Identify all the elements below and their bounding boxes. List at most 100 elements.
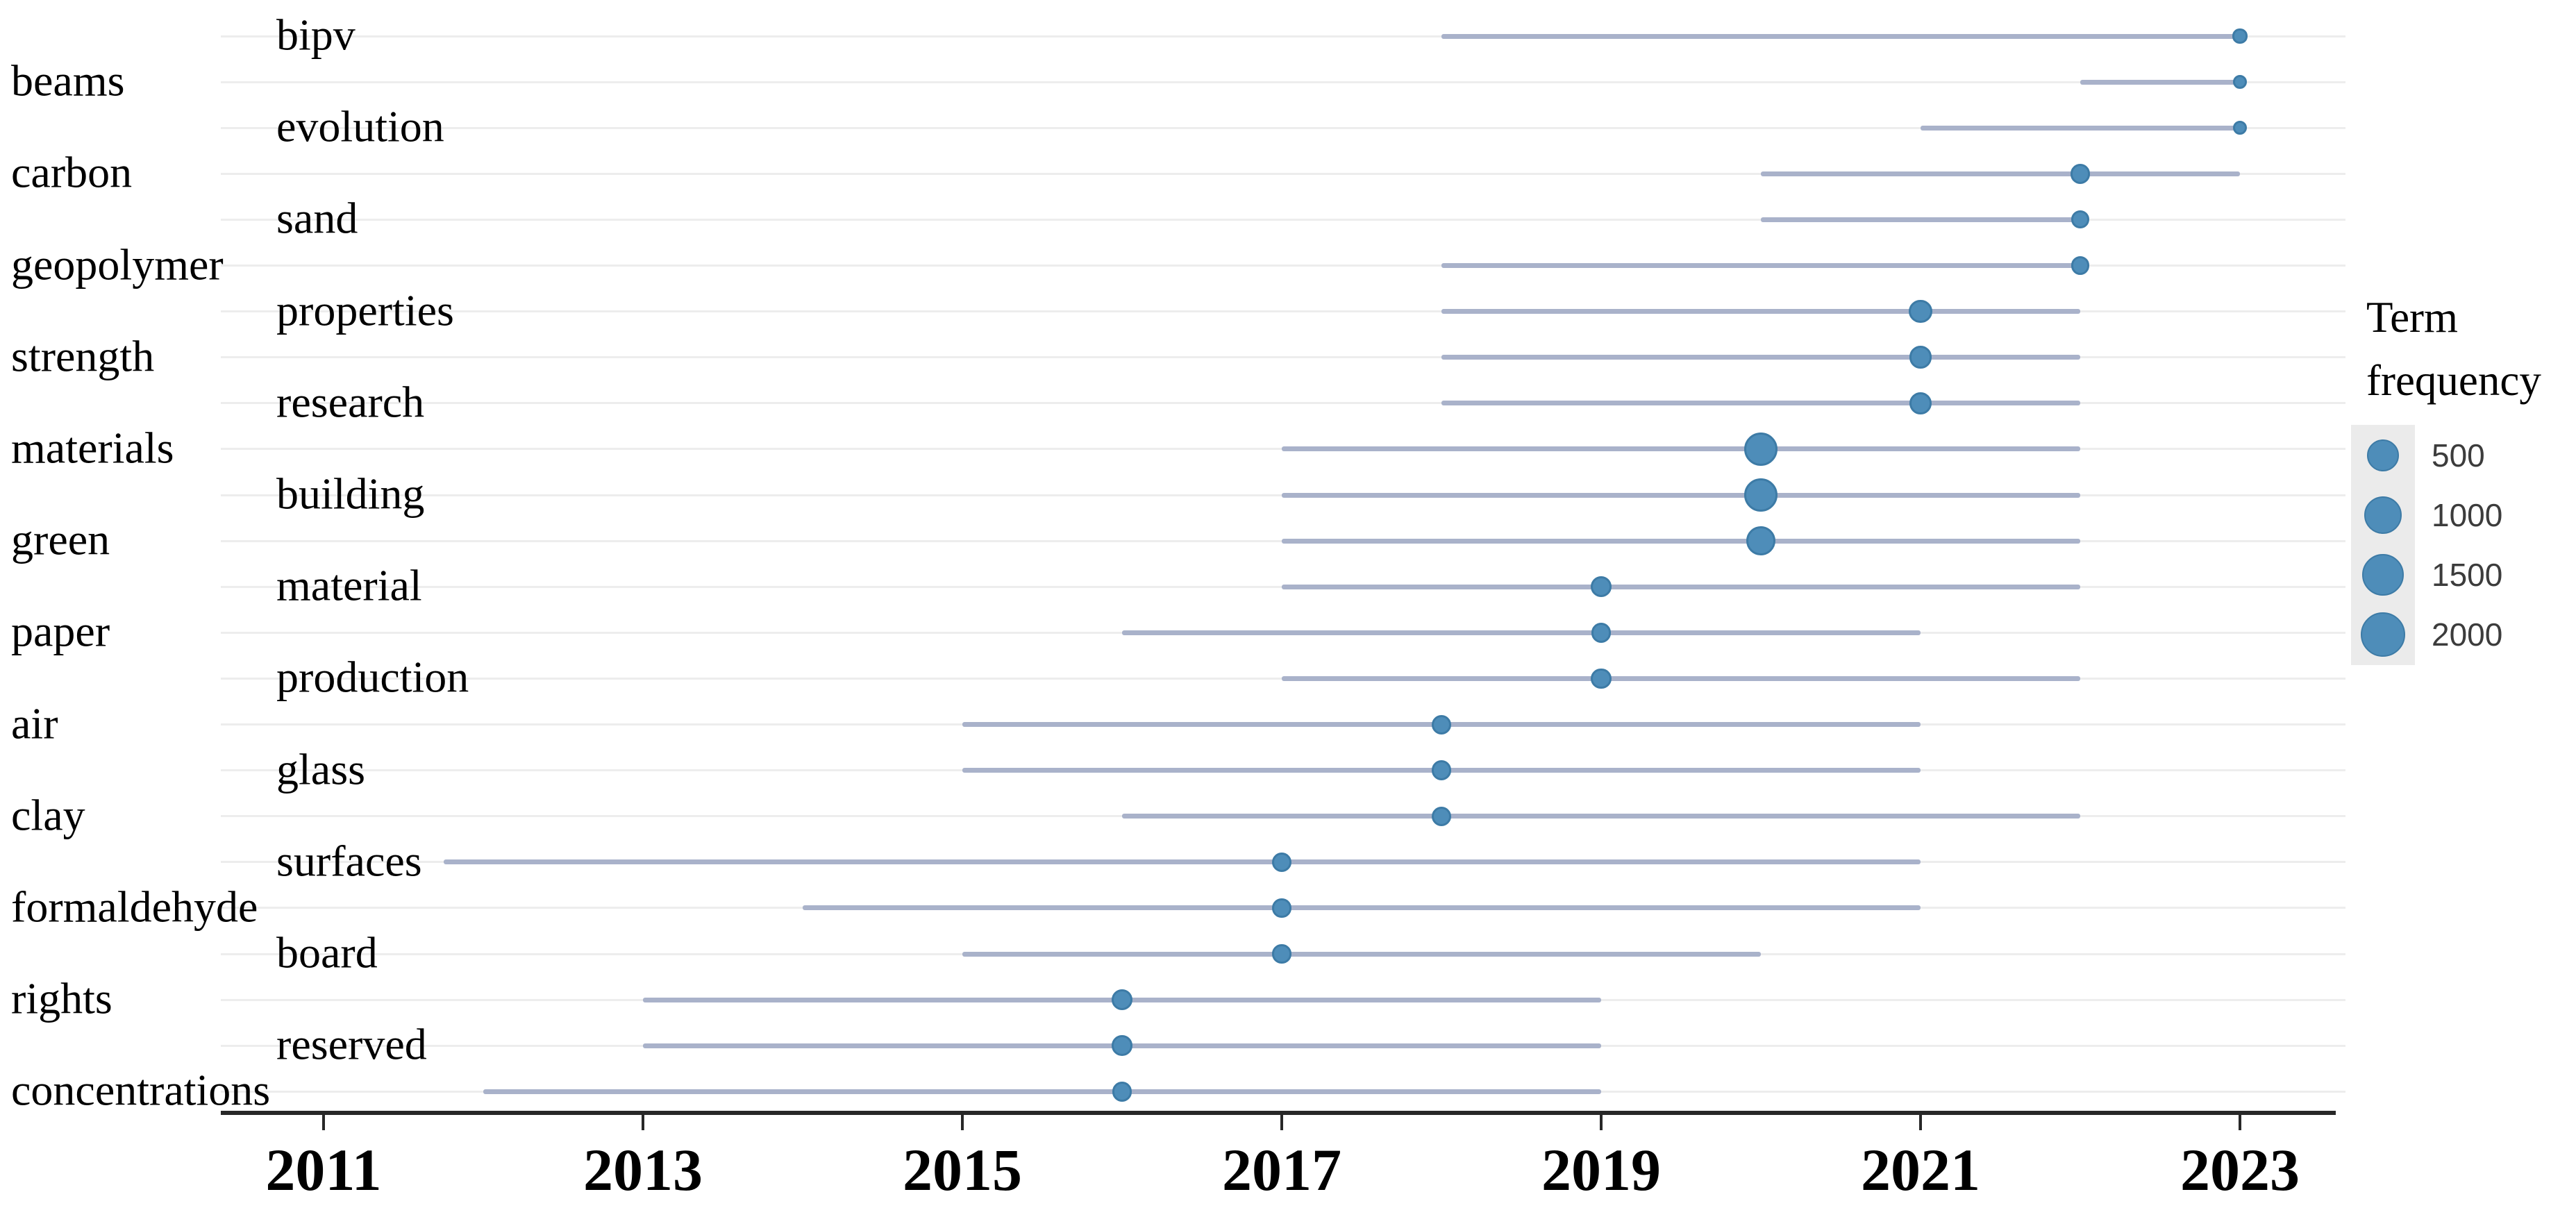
legend-size-value: 500 (2432, 437, 2485, 473)
trend-dot (2232, 28, 2248, 44)
row-gridline (221, 310, 2345, 313)
x-tick-label: 2023 (2180, 1136, 2300, 1203)
legend-size-value: 1000 (2432, 497, 2503, 533)
term-label: geopolymer (11, 240, 224, 289)
trend-line (443, 859, 1921, 865)
trend-dot (1591, 622, 1612, 643)
trend-dot (1746, 526, 1775, 556)
term-label: beams (11, 56, 125, 106)
trend-dot (1272, 944, 1291, 964)
legend-title: Term frequency (2366, 286, 2541, 413)
trend-dot (1112, 1035, 1132, 1056)
trend-dot (1909, 346, 1932, 369)
trend-dot (2070, 163, 2091, 184)
term-label: board (276, 928, 378, 977)
x-tick-label: 2013 (583, 1136, 703, 1203)
trend-dot (1909, 300, 1932, 324)
x-tick-label: 2021 (1861, 1136, 1980, 1203)
term-label: clay (11, 790, 85, 840)
trend-dot (1909, 392, 1932, 414)
trend-line (1122, 814, 2080, 819)
trend-dot (2071, 256, 2090, 275)
legend-title-line: frequency (2366, 356, 2541, 405)
trend-dot (2233, 75, 2247, 90)
term-label: evolution (276, 101, 444, 151)
x-tick-mark (1919, 1115, 1922, 1130)
trend-dot (1743, 478, 1778, 512)
x-tick-mark (961, 1115, 964, 1130)
trend-line (1441, 33, 2240, 39)
trend-dot (1272, 852, 1291, 872)
trend-line (1921, 125, 2240, 131)
row-gridline (221, 356, 2345, 359)
row-gridline (221, 265, 2345, 267)
x-tick-mark (322, 1115, 325, 1130)
x-tick-label: 2019 (1541, 1136, 1661, 1203)
trend-line (1282, 675, 2080, 681)
trend-line (962, 951, 1761, 957)
trend-line (1441, 309, 2080, 314)
row-gridline (221, 35, 2345, 37)
term-label: properties (276, 285, 454, 335)
term-label: concentrations (11, 1066, 271, 1116)
trend-line (1441, 263, 2080, 268)
trend-line (1441, 355, 2080, 360)
row-gridline (221, 172, 2345, 175)
trend-line (1761, 171, 2240, 176)
legend-size-bubble (2361, 612, 2405, 657)
legend-size-value: 2000 (2432, 616, 2503, 653)
trend-dot (1431, 760, 1452, 780)
row-gridline (221, 402, 2345, 405)
term-label: paper (11, 607, 110, 657)
trend-line (483, 1089, 1601, 1094)
term-label: bipv (276, 10, 356, 60)
trend-dot (2232, 121, 2248, 135)
trend-line (1282, 446, 2080, 452)
legend-size-bubble (2364, 496, 2402, 534)
x-tick-mark (1600, 1115, 1603, 1130)
term-label: production (276, 653, 469, 703)
trend-dot (1112, 1081, 1132, 1102)
row-gridline (221, 218, 2345, 221)
legend-size-bubble (2367, 439, 2399, 471)
trend-line (2080, 79, 2240, 85)
trend-line (1282, 584, 2080, 589)
term-label: glass (276, 744, 365, 794)
trend-dot (1272, 898, 1291, 918)
term-label: building (276, 469, 425, 519)
x-tick-label: 2015 (903, 1136, 1022, 1203)
x-axis-line (221, 1111, 2336, 1115)
term-label: sand (276, 194, 358, 244)
trend-line (1282, 492, 2080, 498)
row-gridline (221, 126, 2345, 129)
trend-line (1122, 630, 1921, 635)
x-tick-label: 2011 (265, 1136, 382, 1203)
x-tick-mark (642, 1115, 644, 1130)
term-label: rights (11, 973, 112, 1023)
x-tick-mark (1280, 1115, 1283, 1130)
term-label: surfaces (276, 836, 422, 886)
term-label: air (11, 698, 58, 748)
trend-dot (1112, 989, 1132, 1011)
term-label: green (11, 514, 110, 564)
term-label: material (276, 560, 422, 610)
term-label: formaldehyde (11, 882, 258, 932)
term-label: strength (11, 331, 155, 381)
trend-dot (1591, 668, 1612, 689)
row-gridline (221, 81, 2345, 83)
term-label: materials (11, 423, 174, 473)
x-tick-mark (2239, 1115, 2241, 1130)
legend-size-bubble (2362, 554, 2404, 596)
trend-dot (1432, 806, 1451, 826)
term-label: reserved (276, 1019, 427, 1069)
trend-line (1761, 217, 2080, 222)
legend-title-line: Term (2366, 293, 2459, 342)
term-label: carbon (11, 148, 133, 198)
trend-dot (2071, 210, 2089, 229)
term-label: research (276, 377, 425, 427)
trend-line (803, 905, 1921, 911)
trend-dot (1432, 714, 1451, 735)
trend-dot (1743, 432, 1778, 467)
trend-line (1282, 538, 2080, 544)
